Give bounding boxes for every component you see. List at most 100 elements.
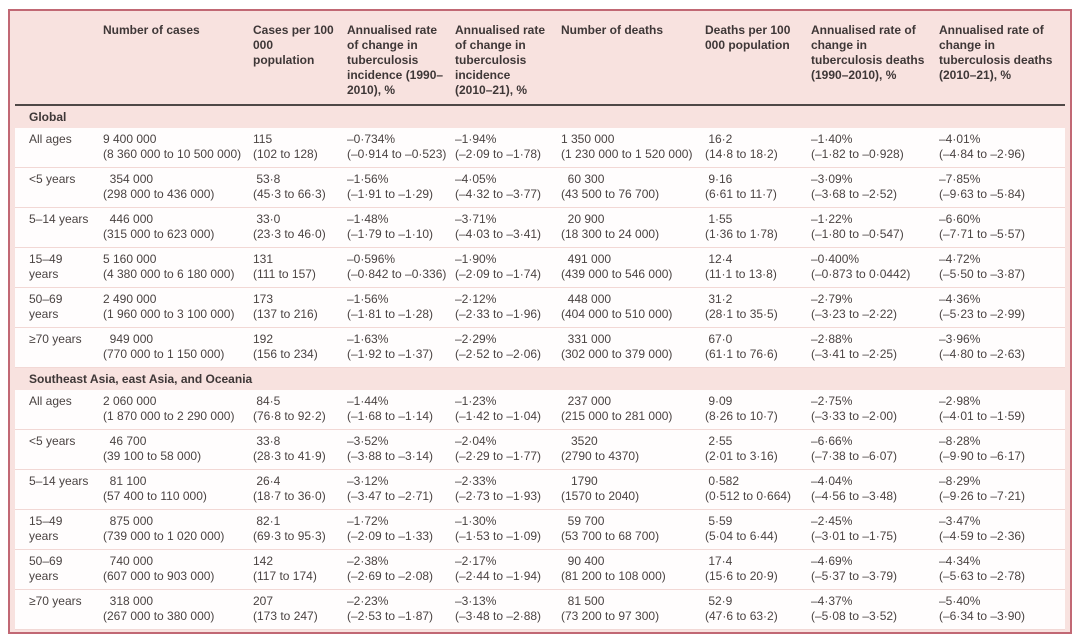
cell: –2·75% (–3·33 to –2·00) xyxy=(811,390,939,430)
cell: 33·8 (28·3 to 41·9) xyxy=(253,429,347,470)
column-header: Annualised rate of change in tuberculosi… xyxy=(811,23,925,82)
age-group-label: ≥70 years xyxy=(15,327,103,368)
cell: 318 000 (267 000 to 380 000) xyxy=(103,589,253,630)
cell: –0·734% (–0·914 to –0·523) xyxy=(347,128,455,168)
cell: 1 350 000 (1 230 000 to 1 520 000) xyxy=(561,128,705,168)
cell: 949 000 (770 000 to 1 150 000) xyxy=(103,327,253,368)
table-row: <5 years 46 700 (39 100 to 58 000) 33·8 … xyxy=(15,429,1065,470)
cell: 31·2 (28·1 to 35·5) xyxy=(705,287,811,328)
cell: –1·22% (–1·80 to –0·547) xyxy=(811,207,939,248)
cell: –1·40% (–1·82 to –0·928) xyxy=(811,128,939,168)
cell: –3·71% (–4·03 to –3·41) xyxy=(455,207,561,248)
cell: –4·72% (–5·50 to –3·87) xyxy=(939,247,1065,288)
cell: –2·45% (–3·01 to –1·75) xyxy=(811,509,939,550)
cell: 26·4 (18·7 to 36·0) xyxy=(253,469,347,510)
cell: 2·55 (2·01 to 3·16) xyxy=(705,429,811,470)
section-header-row: Global xyxy=(15,105,1065,128)
cell: –5·40% (–6·34 to –3·90) xyxy=(939,589,1065,630)
cell: 446 000 (315 000 to 623 000) xyxy=(103,207,253,248)
cell: 20 900 (18 300 to 24 000) xyxy=(561,207,705,248)
cell: –2·04% (–2·29 to –1·77) xyxy=(455,429,561,470)
table-row: 15–49 years 875 000 (739 000 to 1 020 00… xyxy=(15,509,1065,550)
cell: –1·94% (–2·09 to –1·78) xyxy=(455,128,561,168)
cell: 9·16 (6·61 to 11·7) xyxy=(705,167,811,208)
cell: –1·56% (–1·91 to –1·29) xyxy=(347,167,455,208)
cell: –2·12% (–2·33 to –1·96) xyxy=(455,287,561,328)
cell: –1·63% (–1·92 to –1·37) xyxy=(347,327,455,368)
section-header-row: Southeast Asia, east Asia, and Oceania xyxy=(15,368,1065,391)
cell: –2·79% (–3·23 to –2·22) xyxy=(811,287,939,328)
cell: 52·9 (47·6 to 63·2) xyxy=(705,589,811,630)
cell: 81 500 (73 200 to 97 300) xyxy=(561,589,705,630)
cell: 81 100 (57 400 to 110 000) xyxy=(103,469,253,510)
age-group-label: All ages xyxy=(15,128,103,168)
age-group-label: 50–69 years xyxy=(15,549,103,590)
cell: 90 400 (81 200 to 108 000) xyxy=(561,549,705,590)
table-row: 15–49 years 5 160 000 (4 380 000 to 6 180… xyxy=(15,247,1065,288)
column-header: Annualised rate of change in tuberculosi… xyxy=(939,23,1053,82)
age-group-label: 15–49 years xyxy=(15,509,103,550)
cell: 3520 (2790 to 4370) xyxy=(561,429,705,470)
age-group-label: <5 years xyxy=(15,429,103,470)
cell: –2·98% (–4·01 to –1·59) xyxy=(939,390,1065,430)
cell: –4·36% (–5·23 to –2·99) xyxy=(939,287,1065,328)
table-row: 5–14 years 81 100 (57 400 to 110 000) 26… xyxy=(15,469,1065,510)
cell: –1·56% (–1·81 to –1·28) xyxy=(347,287,455,328)
table-row: 5–14 years 446 000 (315 000 to 623 000) … xyxy=(15,207,1065,248)
cell: 12·4 (11·1 to 13·8) xyxy=(705,247,811,288)
cell: 2 060 000 (1 870 000 to 2 290 000) xyxy=(103,390,253,430)
cell: –3·96% (–4·80 to –2·63) xyxy=(939,327,1065,368)
cell: –2·17% (–2·44 to –1·94) xyxy=(455,549,561,590)
cell: 9 400 000 (8 360 000 to 10 500 000) xyxy=(103,128,253,168)
age-group-label: 5–14 years xyxy=(15,469,103,510)
cell: 115 (102 to 128) xyxy=(253,128,347,168)
cell: 448 000 (404 000 to 510 000) xyxy=(561,287,705,328)
tuberculosis-table-card: Number of cases Cases per 100 000 populat… xyxy=(8,9,1072,634)
cell: 67·0 (61·1 to 76·6) xyxy=(705,327,811,368)
cell: 192 (156 to 234) xyxy=(253,327,347,368)
age-group-label: <5 years xyxy=(15,167,103,208)
cell: 5·59 (5·04 to 6·44) xyxy=(705,509,811,550)
cell: 875 000 (739 000 to 1 020 000) xyxy=(103,509,253,550)
cell: –7·85% (–9·63 to –5·84) xyxy=(939,167,1065,208)
column-header: Annualised rate of change in tuberculosi… xyxy=(347,23,444,97)
cell: 33·0 (23·3 to 46·0) xyxy=(253,207,347,248)
table-body: Global All ages 9 400 000 (8 360 000 to 10… xyxy=(15,105,1065,630)
table-row: ≥70 years 318 000 (267 000 to 380 000) 20… xyxy=(15,589,1065,630)
column-header: Number of cases xyxy=(103,23,200,37)
cell: 1790 (1570 to 2040) xyxy=(561,469,705,510)
column-header: Cases per 100 000 population xyxy=(253,23,334,67)
cell: –0·400% (–0·873 to 0·0442) xyxy=(811,247,939,288)
cell: 331 000 (302 000 to 379 000) xyxy=(561,327,705,368)
cell: 60 300 (43 500 to 76 700) xyxy=(561,167,705,208)
column-header: Deaths per 100 000 population xyxy=(705,23,791,52)
cell: 84·5 (76·8 to 92·2) xyxy=(253,390,347,430)
age-group-label: All ages xyxy=(15,390,103,430)
cell: 16·2 (14·8 to 18·2) xyxy=(705,128,811,168)
cell: –4·34% (–5·63 to –2·78) xyxy=(939,549,1065,590)
tuberculosis-statistics-table: Number of cases Cases per 100 000 populat… xyxy=(15,11,1065,630)
table-row: <5 years 354 000 (298 000 to 436 000) 53… xyxy=(15,167,1065,208)
cell: –1·90% (–2·09 to –1·74) xyxy=(455,247,561,288)
column-header: Annualised rate of change in tuberculosi… xyxy=(455,23,546,97)
cell: 142 (117 to 174) xyxy=(253,549,347,590)
cell: –1·30% (–1·53 to –1·09) xyxy=(455,509,561,550)
table-row: ≥70 years 949 000 (770 000 to 1 150 000)… xyxy=(15,327,1065,368)
cell: –0·596% (–0·842 to –0·336) xyxy=(347,247,455,288)
cell: 131 (111 to 157) xyxy=(253,247,347,288)
cell: –8·28% (–9·90 to –6·17) xyxy=(939,429,1065,470)
cell: –2·38% (–2·69 to –2·08) xyxy=(347,549,455,590)
cell: 740 000 (607 000 to 903 000) xyxy=(103,549,253,590)
age-group-label: ≥70 years xyxy=(15,589,103,630)
cell: –3·12% (–3·47 to –2·71) xyxy=(347,469,455,510)
cell: 2 490 000 (1 960 000 to 3 100 000) xyxy=(103,287,253,328)
cell: –1·44% (–1·68 to –1·14) xyxy=(347,390,455,430)
age-group-label: 5–14 years xyxy=(15,207,103,248)
cell: –4·37% (–5·08 to –3·52) xyxy=(811,589,939,630)
cell: –2·33% (–2·73 to –1·93) xyxy=(455,469,561,510)
cell: 237 000 (215 000 to 281 000) xyxy=(561,390,705,430)
cell: 0·582 (0·512 to 0·664) xyxy=(705,469,811,510)
cell: 173 (137 to 216) xyxy=(253,287,347,328)
cell: 9·09 (8·26 to 10·7) xyxy=(705,390,811,430)
cell: –6·60% (–7·71 to –5·57) xyxy=(939,207,1065,248)
